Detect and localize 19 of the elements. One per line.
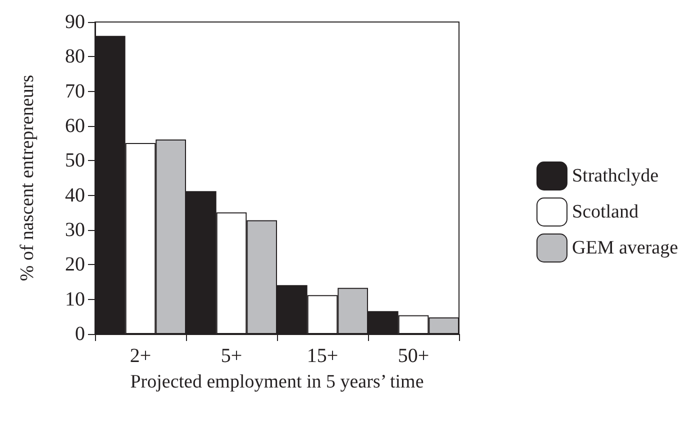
x-axis-title: Projected employment in 5 years’ time (130, 371, 424, 392)
y-tick-label: 20 (65, 254, 85, 276)
y-axis-title: % of nascent entrepreneurs (17, 74, 38, 282)
y-tick-label: 10 (65, 288, 85, 310)
y-tick-label: 40 (65, 184, 85, 206)
x-tick-label: 5+ (220, 345, 242, 367)
y-tick-label: 90 (65, 11, 85, 33)
x-tick-label: 15+ (306, 345, 338, 367)
y-tick-label: 60 (65, 115, 85, 137)
y-tick-label: 80 (65, 46, 85, 68)
y-tick-label: 50 (65, 150, 85, 172)
y-tick-label: 0 (75, 323, 85, 345)
y-tick-label: 30 (65, 219, 85, 241)
y-tick-label: 70 (65, 80, 85, 102)
legend-label: Strathclyde (572, 166, 658, 186)
x-tick-label: 50+ (398, 345, 430, 367)
legend-label: Scotland (572, 202, 639, 222)
legend-label: GEM average (572, 238, 678, 258)
x-tick-label: 2+ (130, 345, 152, 367)
